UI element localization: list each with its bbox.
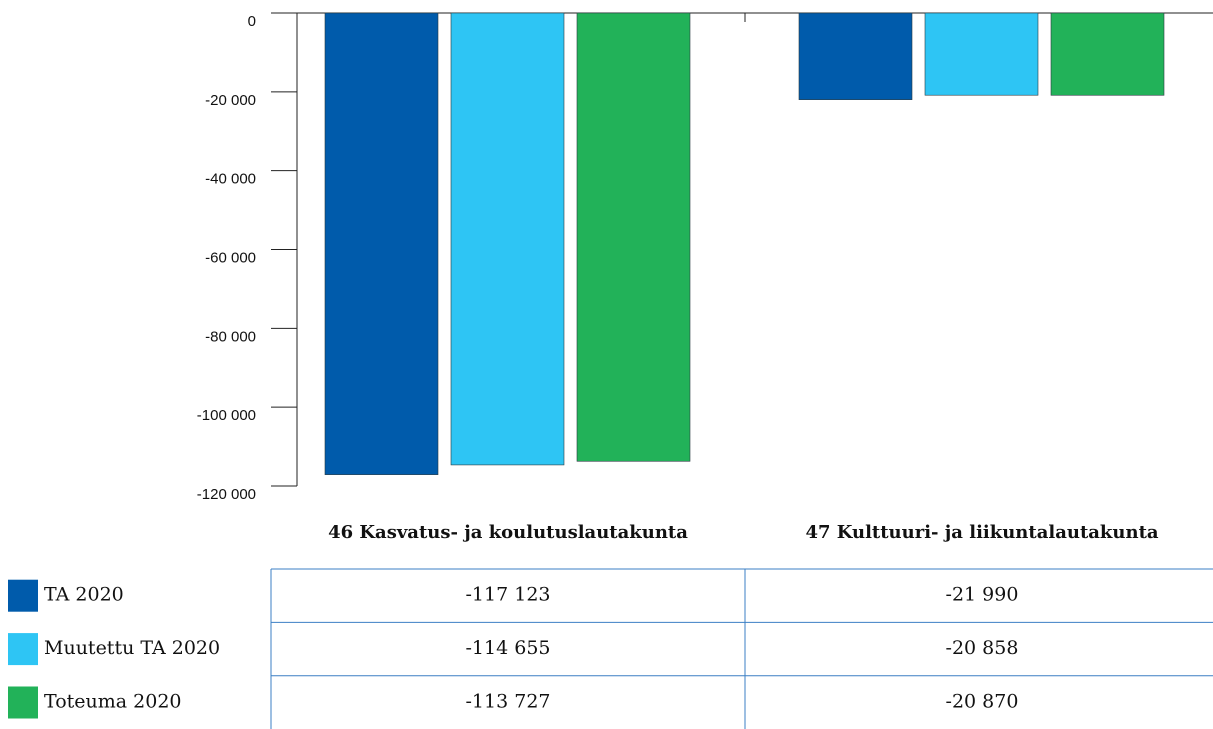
bar	[924, 12, 1039, 96]
y-tick-label: -100 000	[197, 407, 256, 424]
legend-label: Toteuma 2020	[44, 691, 182, 713]
bar	[450, 12, 565, 466]
y-tick-label: -40 000	[205, 171, 256, 188]
bar	[324, 12, 439, 475]
table-value: -20 858	[946, 637, 1019, 659]
bar	[1050, 12, 1165, 96]
bar	[798, 12, 913, 100]
y-tick-label: -60 000	[205, 249, 256, 266]
y-tick-label: -20 000	[205, 92, 256, 109]
legend-label: TA 2020	[44, 584, 124, 606]
x-tick-label: 46 Kasvatus- ja koulutuslautakunta	[328, 522, 688, 543]
table-value: -117 123	[466, 584, 551, 606]
y-tick-label: 0	[248, 13, 256, 30]
table-value: -114 655	[466, 637, 551, 659]
legend-swatch	[8, 633, 38, 666]
legend-swatch	[8, 686, 38, 719]
legend-label: Muutettu TA 2020	[44, 637, 220, 659]
y-tick-label: -120 000	[197, 486, 256, 503]
legend-swatch	[8, 579, 38, 612]
table-value: -21 990	[946, 584, 1019, 606]
bar	[576, 12, 691, 462]
table-value: -113 727	[466, 691, 551, 713]
y-tick-label: -80 000	[205, 328, 256, 345]
x-tick-label: 47 Kulttuuri- ja liikuntalautakunta	[805, 522, 1158, 543]
table-value: -20 870	[946, 691, 1019, 713]
